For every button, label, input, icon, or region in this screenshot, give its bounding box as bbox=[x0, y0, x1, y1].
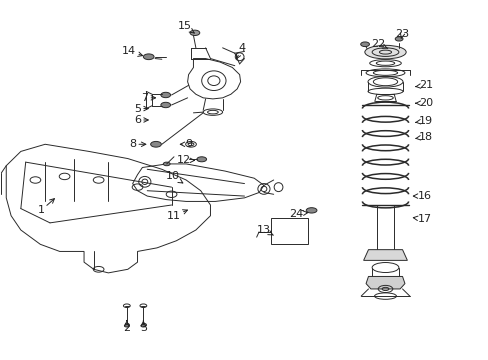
Ellipse shape bbox=[124, 324, 129, 327]
Ellipse shape bbox=[150, 141, 161, 147]
Text: 20: 20 bbox=[415, 98, 432, 108]
Ellipse shape bbox=[161, 102, 170, 108]
Ellipse shape bbox=[190, 30, 200, 36]
Polygon shape bbox=[366, 276, 404, 289]
Text: 3: 3 bbox=[140, 320, 146, 333]
Ellipse shape bbox=[197, 157, 206, 162]
Text: 4: 4 bbox=[236, 43, 245, 59]
Text: 14: 14 bbox=[122, 46, 142, 57]
Ellipse shape bbox=[143, 54, 154, 60]
Text: 16: 16 bbox=[412, 191, 430, 201]
Ellipse shape bbox=[364, 45, 406, 59]
Ellipse shape bbox=[394, 37, 402, 41]
Text: 15: 15 bbox=[178, 21, 194, 33]
Ellipse shape bbox=[360, 42, 369, 46]
Text: 2: 2 bbox=[123, 320, 130, 333]
Text: 21: 21 bbox=[415, 80, 432, 90]
Text: 22: 22 bbox=[370, 39, 387, 49]
Text: 8: 8 bbox=[129, 139, 145, 149]
Ellipse shape bbox=[141, 324, 145, 327]
Text: 17: 17 bbox=[412, 214, 430, 224]
Text: 9: 9 bbox=[180, 139, 192, 149]
Ellipse shape bbox=[161, 92, 170, 98]
Text: 7: 7 bbox=[141, 93, 155, 103]
Text: 12: 12 bbox=[176, 156, 194, 165]
Text: 5: 5 bbox=[134, 104, 148, 113]
Ellipse shape bbox=[305, 208, 316, 213]
Text: 11: 11 bbox=[167, 210, 187, 221]
Text: 10: 10 bbox=[165, 171, 183, 183]
Text: 23: 23 bbox=[395, 28, 409, 39]
Polygon shape bbox=[363, 249, 407, 260]
Text: 24: 24 bbox=[289, 209, 307, 219]
Text: 19: 19 bbox=[415, 116, 432, 126]
Text: 13: 13 bbox=[256, 225, 273, 235]
Text: 18: 18 bbox=[415, 132, 432, 142]
Text: 6: 6 bbox=[134, 115, 148, 125]
Text: 1: 1 bbox=[38, 199, 54, 215]
Bar bbox=[271, 217, 307, 244]
Ellipse shape bbox=[163, 162, 170, 166]
